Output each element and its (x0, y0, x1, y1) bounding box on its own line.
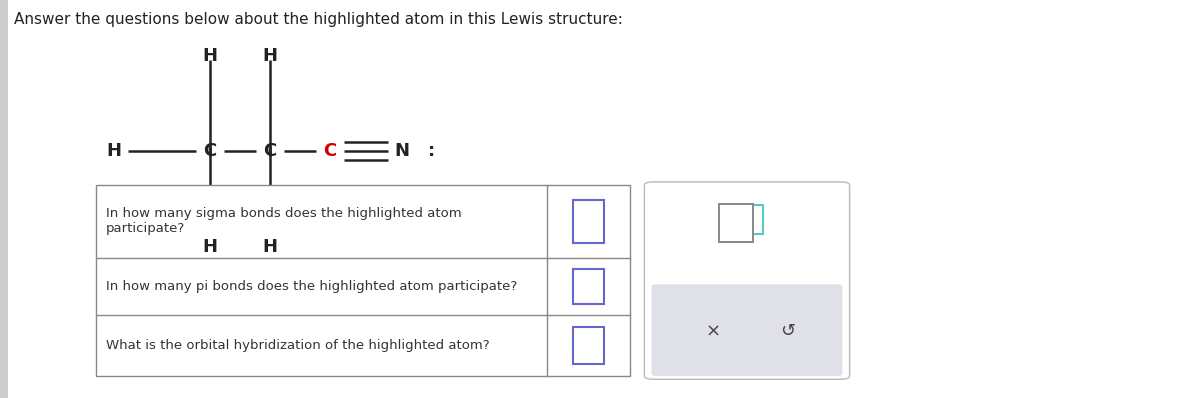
Text: C: C (263, 142, 277, 160)
Text: In how many pi bonds does the highlighted atom participate?: In how many pi bonds does the highlighte… (106, 280, 517, 293)
Text: N: N (395, 142, 409, 160)
Text: C: C (203, 142, 217, 160)
Bar (572, 199, 605, 243)
Text: :: : (428, 142, 436, 160)
Text: C: C (323, 142, 337, 160)
Text: In how many sigma bonds does the highlighted atom
participate?: In how many sigma bonds does the highlig… (106, 207, 461, 235)
Text: H: H (263, 47, 277, 65)
Text: H: H (263, 238, 277, 256)
Text: ×: × (706, 322, 721, 340)
FancyBboxPatch shape (644, 182, 850, 379)
Text: What is the orbital hybridization of the highlighted atom?: What is the orbital hybridization of the… (106, 339, 490, 352)
Bar (572, 327, 605, 364)
Text: Answer the questions below about the highlighted atom in this Lewis structure:: Answer the questions below about the hig… (14, 12, 623, 27)
Bar (738, 205, 763, 234)
Text: H: H (203, 47, 217, 65)
Bar (719, 204, 752, 242)
Bar (96, 185, 630, 376)
Bar (0, 0, 8, 398)
Bar (572, 269, 605, 304)
Text: ↺: ↺ (780, 322, 796, 340)
Text: H: H (107, 142, 121, 160)
Text: H: H (203, 238, 217, 256)
FancyBboxPatch shape (652, 284, 842, 376)
